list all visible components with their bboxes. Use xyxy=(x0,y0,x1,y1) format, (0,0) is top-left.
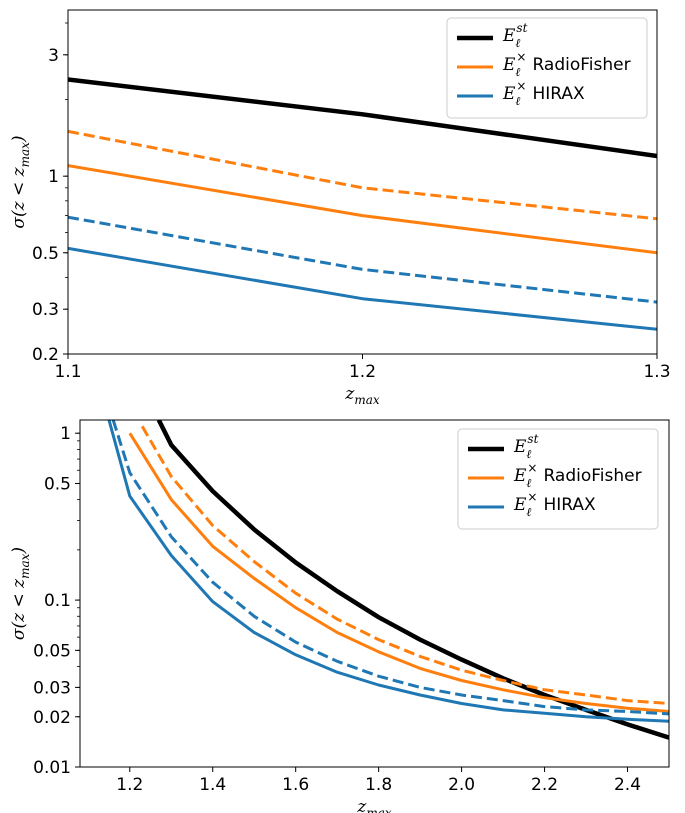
y-tick-label: 0.02 xyxy=(33,708,71,728)
legend-label: Eℓ× RadioFisher xyxy=(513,461,642,490)
legend-label: Eℓ× HIRAX xyxy=(513,490,596,519)
y-tick-label: 0.05 xyxy=(33,641,71,661)
y-tick-label: 1 xyxy=(48,167,59,187)
legend-label: Eℓst xyxy=(513,432,539,461)
y-tick-label: 0.5 xyxy=(32,244,59,264)
x-tick-label: 2.4 xyxy=(614,775,641,795)
y-tick-label: 1 xyxy=(60,424,71,444)
x-tick-label: 1.6 xyxy=(282,775,309,795)
plot-frame xyxy=(79,419,670,768)
series-line-2 xyxy=(140,425,669,705)
x-axis-label: zmax xyxy=(344,384,380,407)
x-tick-label: 1.2 xyxy=(349,362,376,382)
series-line-4 xyxy=(111,420,669,716)
x-tick-label: 2.0 xyxy=(448,775,475,795)
y-tick-label: 0.2 xyxy=(32,345,59,365)
bottom-chart-panel: 1.2 1.4 1.6 1.8 2.0 2.2 2.4 0.01 0.02 0.03 0.05 0.1… xyxy=(9,419,670,813)
legend-label: Eℓ× HIRAX xyxy=(502,79,585,108)
y-tick-label: 0.5 xyxy=(44,474,71,494)
y-tick-label: 0.1 xyxy=(44,591,71,611)
x-tick-label: 1.8 xyxy=(365,775,392,795)
legend-label: Eℓ× RadioFisher xyxy=(502,50,631,79)
series-line-3 xyxy=(107,420,669,723)
y-tick-label: 0.03 xyxy=(33,678,71,698)
y-axis-label: σ(z < zmax) xyxy=(9,135,32,228)
x-tick-label: 2.2 xyxy=(531,775,558,795)
x-tick-label: 1.1 xyxy=(54,362,81,382)
legend-label: Eℓst xyxy=(502,21,528,50)
series-line-4 xyxy=(68,215,657,304)
series-line-0 xyxy=(68,77,657,159)
y-axis-label: σ(z < zmax) xyxy=(9,547,32,640)
series-line-3 xyxy=(68,246,657,331)
series-line-1 xyxy=(128,432,669,713)
x-axis-label: zmax xyxy=(356,797,392,813)
series-line-2 xyxy=(68,129,657,221)
series-line-1 xyxy=(68,164,657,255)
x-tick-label: 1.2 xyxy=(116,775,143,795)
x-tick-label: 1.3 xyxy=(643,362,670,382)
y-tick-label: 3 xyxy=(48,46,59,66)
y-tick-label: 0.3 xyxy=(32,300,59,320)
series-line-0 xyxy=(156,420,669,740)
legend-box xyxy=(446,17,648,119)
legend-box xyxy=(457,428,659,530)
y-tick-label: 0.01 xyxy=(33,758,71,778)
x-tick-label: 1.4 xyxy=(199,775,226,795)
